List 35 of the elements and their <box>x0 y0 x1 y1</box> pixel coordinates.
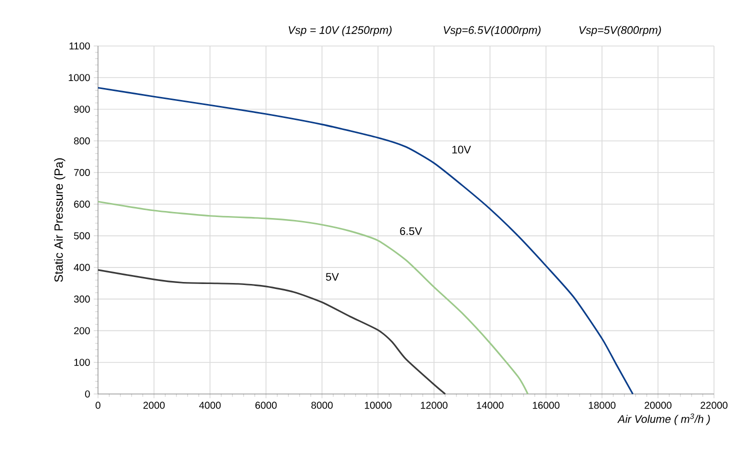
x-tick-label: 12000 <box>420 402 448 409</box>
y-tick-label: 100 <box>74 358 90 366</box>
y-tick-label: 300 <box>74 296 90 303</box>
y-tick-label: 700 <box>74 169 90 176</box>
y-tick-label: 600 <box>74 200 90 208</box>
y-tick-label: 0 <box>85 390 90 398</box>
x-tick-label: 8000 <box>311 402 333 409</box>
series-label: 6.5V <box>400 227 422 236</box>
line-series <box>97 86 634 395</box>
x-tick-label: 2000 <box>143 402 165 409</box>
y-tick-label: 400 <box>74 264 90 271</box>
series-label: 5V <box>326 273 339 281</box>
series-label: 10V <box>452 146 471 154</box>
y-tick-label: 800 <box>74 137 90 144</box>
y-tick-label: 200 <box>74 327 90 334</box>
x-tick-label: 20000 <box>644 402 672 409</box>
line-series <box>97 200 529 395</box>
text: Vsp = 10V (1250rpm) <box>288 26 392 36</box>
text: Vsp=6.5V(1000rpm) <box>444 26 541 36</box>
x-tick-label: 22000 <box>700 402 728 409</box>
x-tick-label: 6000 <box>255 402 277 409</box>
x-tick-label: 18000 <box>588 402 616 409</box>
x-tick-label: 0 <box>96 402 100 409</box>
y-tick-label: 1100 <box>70 42 90 50</box>
x-tick-label: 14000 <box>476 402 504 409</box>
x-tick-label: 10000 <box>364 402 392 409</box>
y-tick-label: 500 <box>74 232 90 240</box>
line-series <box>97 269 446 395</box>
x-tick-label: 16000 <box>532 402 560 409</box>
y-tick-label: 900 <box>74 106 90 113</box>
text: Air Volume ( m$^{3}$/h ) <box>617 414 710 426</box>
y-axis-title: Static Air Pressure (Pa) <box>54 158 66 282</box>
x-tick-label: 4000 <box>199 402 221 409</box>
y-tick-label: 1000 <box>68 74 90 82</box>
text: Vsp=5V(800rpm) <box>579 26 661 36</box>
